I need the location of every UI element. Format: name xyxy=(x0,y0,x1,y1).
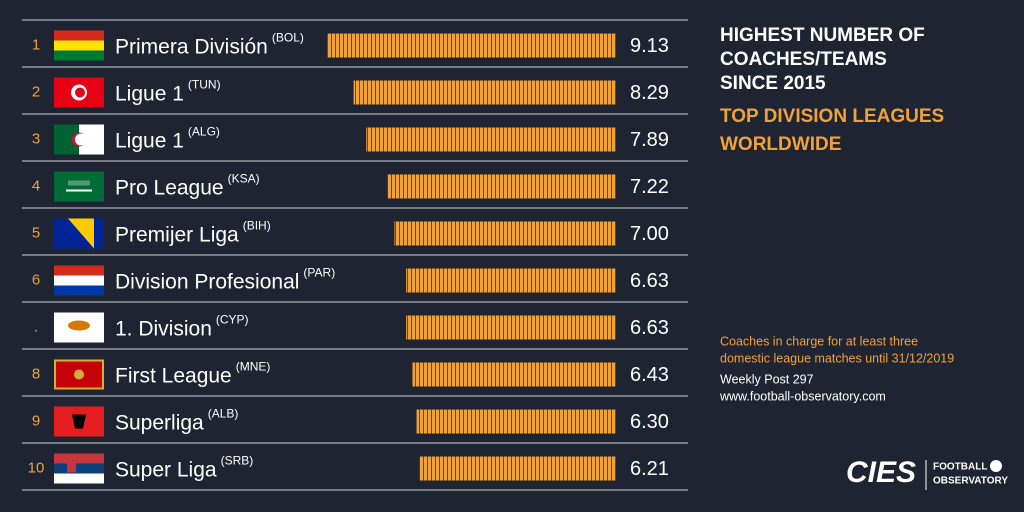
subtitle: WORLDWIDE xyxy=(720,134,841,155)
flag-part xyxy=(75,133,87,146)
country-code: (BIH) xyxy=(243,219,271,233)
note: domestic league matches until 31/12/2019 xyxy=(720,351,954,365)
flag-part xyxy=(68,320,90,331)
flag-part xyxy=(54,265,104,276)
league-label: Superliga (ALB) xyxy=(115,407,238,434)
country-code: (ALB) xyxy=(208,407,239,421)
flag-part xyxy=(75,87,85,98)
country-code: (KSA) xyxy=(228,172,260,186)
flag-part xyxy=(54,275,104,286)
rank: 8 xyxy=(32,365,40,382)
value-label: 7.00 xyxy=(630,223,669,245)
note: Coaches in charge for at least three xyxy=(720,334,918,348)
value-label: 6.30 xyxy=(630,411,669,433)
country-code: (PAR) xyxy=(303,266,335,280)
league-label: 1. Division (CYP) xyxy=(115,313,249,340)
flag-part xyxy=(54,40,104,51)
bar xyxy=(412,362,616,387)
league-label: Pro League (KSA) xyxy=(115,172,260,199)
logo-text: OBSERVATORY xyxy=(933,476,1008,487)
country-code: (ALG) xyxy=(188,125,220,139)
flag-part xyxy=(54,171,104,202)
league-name: Pro League xyxy=(115,176,224,199)
value-label: 7.22 xyxy=(630,176,669,198)
value-label: 6.63 xyxy=(630,317,669,339)
rank: 2 xyxy=(32,83,40,100)
league-name: 1. Division xyxy=(115,317,212,340)
rank: . xyxy=(34,318,38,335)
league-name: Ligue 1 xyxy=(115,129,184,152)
bar xyxy=(387,174,616,199)
logo-text: FOOTBALL xyxy=(933,462,987,473)
rank: 6 xyxy=(32,271,40,288)
league-label: Super Liga (SRB) xyxy=(115,454,253,481)
flag-part xyxy=(67,460,76,473)
flag-part xyxy=(74,369,84,380)
side-panel: HIGHEST NUMBER OF COACHES/TEAMS SINCE 2015… xyxy=(719,25,1008,490)
flag-part xyxy=(54,453,104,464)
bar xyxy=(406,268,616,293)
title: COACHES/TEAMS xyxy=(720,49,887,70)
flag-part xyxy=(54,463,104,474)
rank: 4 xyxy=(32,177,40,194)
flag-part xyxy=(54,285,104,296)
value-label: 8.29 xyxy=(630,82,669,104)
bar xyxy=(406,315,616,340)
value-label: 6.43 xyxy=(630,364,669,386)
flag-part xyxy=(68,180,90,186)
rank: 1 xyxy=(32,36,40,53)
league-name: First League xyxy=(115,364,232,387)
flag-part xyxy=(54,473,104,484)
league-label: First League (MNE) xyxy=(115,360,270,387)
flag-part xyxy=(68,218,94,249)
flag-part xyxy=(54,50,104,61)
logo-ball xyxy=(990,460,1002,472)
country-code: (BOL) xyxy=(272,31,304,45)
logo: CIES xyxy=(846,456,916,489)
league-name: Premijer Liga xyxy=(115,223,239,246)
league-name: Primera División xyxy=(115,35,268,58)
league-name: Superliga xyxy=(115,411,204,434)
value-label: 9.13 xyxy=(630,35,669,57)
source: Weekly Post 297 xyxy=(720,372,814,386)
league-name: Super Liga xyxy=(115,458,217,481)
title: SINCE 2015 xyxy=(720,73,826,94)
flag-part xyxy=(72,414,86,429)
league-name: Ligue 1 xyxy=(115,82,184,105)
title: HIGHEST NUMBER OF xyxy=(720,25,925,46)
rank: 9 xyxy=(32,412,40,429)
country-code: (MNE) xyxy=(236,360,271,374)
flag-part xyxy=(54,30,104,41)
value-label: 6.63 xyxy=(630,270,669,292)
league-label: Premijer Liga (BIH) xyxy=(115,219,271,246)
bar xyxy=(353,80,616,105)
bar xyxy=(327,33,616,58)
bar xyxy=(366,127,616,152)
rank: 3 xyxy=(32,130,40,147)
league-label: Ligue 1 (TUN) xyxy=(115,78,221,105)
subtitle: TOP DIVISION LEAGUES xyxy=(720,106,944,127)
country-code: (CYP) xyxy=(216,313,249,327)
rank: 10 xyxy=(28,459,45,476)
league-label: Primera División (BOL) xyxy=(115,31,304,58)
league-label: Ligue 1 (ALG) xyxy=(115,125,220,152)
bar xyxy=(394,221,616,246)
league-label: Division Profesional (PAR) xyxy=(115,266,335,293)
bar xyxy=(419,456,616,481)
country-code: (TUN) xyxy=(188,78,221,92)
value-label: 7.89 xyxy=(630,129,669,151)
value-label: 6.21 xyxy=(630,458,669,480)
rank: 5 xyxy=(32,224,40,241)
bar xyxy=(416,409,616,434)
flag-part xyxy=(66,189,92,192)
league-name: Division Profesional xyxy=(115,270,299,293)
country-code: (SRB) xyxy=(221,454,254,468)
source: www.football-observatory.com xyxy=(719,389,886,403)
